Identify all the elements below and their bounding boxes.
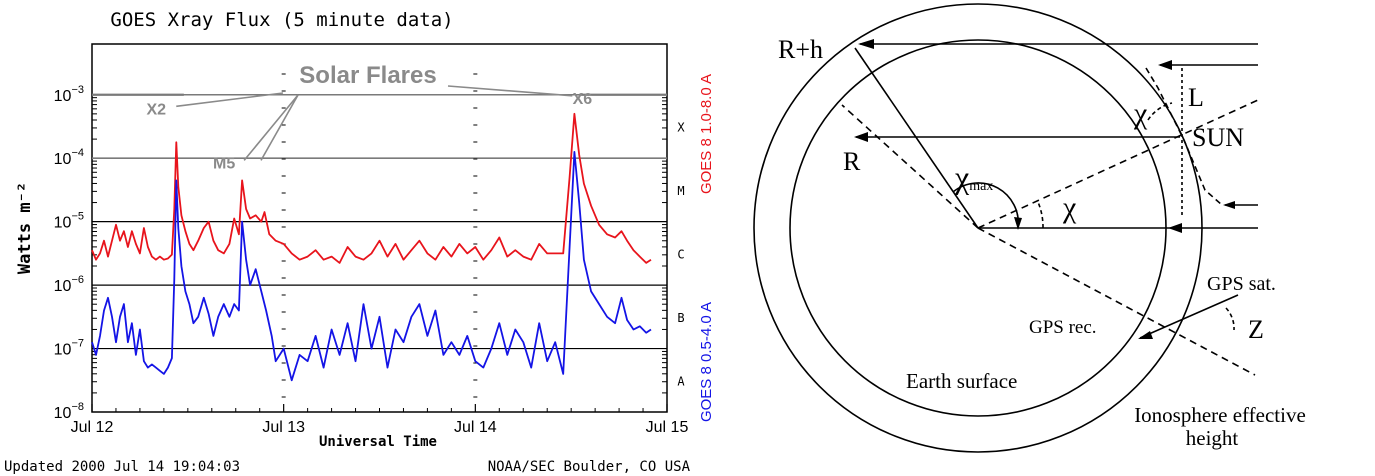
sun-ray-4-arrow bbox=[1223, 201, 1235, 209]
y-tick-exponent: −3 bbox=[71, 84, 84, 96]
refraction-path bbox=[1145, 67, 1223, 206]
flare-class-label: X bbox=[677, 120, 685, 134]
y-axis-ticks: 10−310−410−510−610−710−8 bbox=[54, 84, 667, 422]
legend-short-channel: GOES 8 0.5-4.0 A bbox=[698, 302, 715, 422]
sun-ray-top-arrow bbox=[858, 39, 874, 49]
y-tick-exponent: −4 bbox=[71, 147, 84, 159]
dashed-line-to-r bbox=[841, 104, 979, 229]
y-tick-label: 10−6 bbox=[54, 274, 84, 295]
label-chi-max-symbol: χ bbox=[954, 159, 970, 195]
label-earth-surface: Earth surface bbox=[906, 369, 1017, 393]
y-tick-label: 10−8 bbox=[54, 401, 84, 422]
chi-upper-arc bbox=[1147, 102, 1173, 121]
footer-source: NOAA/SEC Boulder, CO USA bbox=[488, 459, 691, 475]
chi-max-arrow bbox=[1014, 217, 1022, 230]
chi-arc bbox=[1037, 201, 1044, 229]
annotation-leader bbox=[260, 94, 299, 161]
flare-class-label: C bbox=[677, 247, 684, 261]
y-tick-base: 10 bbox=[54, 151, 72, 168]
y-tick-label: 10−5 bbox=[54, 211, 84, 232]
y-tick-base: 10 bbox=[54, 342, 72, 359]
footer-updated-label: Updated bbox=[4, 459, 63, 475]
y-tick-exponent: −8 bbox=[71, 401, 84, 413]
y-tick-exponent: −6 bbox=[71, 274, 84, 286]
flare-label: X2 bbox=[146, 101, 166, 118]
dashed-line-to-sun bbox=[977, 99, 1259, 229]
label-z: Z bbox=[1248, 315, 1264, 344]
footer-updated-value: 2000 Jul 14 19:04:03 bbox=[71, 459, 240, 475]
y-tick-base: 10 bbox=[54, 215, 72, 232]
flare-class-label: B bbox=[677, 311, 684, 325]
gps-signal-arrow bbox=[1138, 331, 1153, 339]
label-chi: χ bbox=[1062, 191, 1077, 224]
label-r: R bbox=[843, 147, 861, 176]
series-line-short bbox=[91, 150, 652, 382]
x-axis-label: Universal Time bbox=[319, 434, 437, 450]
y-axis-label: Watts m⁻² bbox=[15, 182, 35, 274]
series-lines bbox=[91, 112, 652, 382]
goes-xray-chart: GOES Xray Flux (5 minute data) Jul 12 Jul… bbox=[4, 9, 715, 475]
label-chi-max-sub: max bbox=[969, 179, 993, 194]
footer-updated: Updated 2000 Jul 14 19:04:03 bbox=[4, 459, 240, 475]
sun-ray-middle-arrow bbox=[854, 132, 868, 142]
flare-annotations: Solar Flares X2 M5 X6 bbox=[146, 62, 592, 172]
z-arc bbox=[1225, 307, 1235, 331]
label-gps-rec: GPS rec. bbox=[1029, 317, 1097, 338]
flare-class-label: A bbox=[677, 374, 685, 388]
flare-class-label: M bbox=[677, 184, 684, 198]
legend-long-channel: GOES 8 1.0-8.0 A bbox=[698, 74, 715, 194]
chart-title: GOES Xray Flux (5 minute data) bbox=[110, 9, 453, 31]
label-chi-max: χmax bbox=[954, 159, 993, 195]
flare-label: M5 bbox=[213, 155, 235, 172]
ionosphere-geometry-diagram bbox=[753, 3, 1259, 453]
series-line-long bbox=[91, 112, 652, 264]
radius-r-plus-h bbox=[854, 47, 979, 229]
label-sun: SUN bbox=[1192, 123, 1244, 152]
annotation-leader bbox=[447, 85, 573, 97]
label-ionosphere-line1: Ionosphere effective bbox=[1134, 403, 1306, 427]
solar-flares-headline: Solar Flares bbox=[299, 62, 436, 89]
chi-max-arc bbox=[952, 182, 1020, 229]
y-tick-base: 10 bbox=[54, 88, 72, 105]
label-chi-upper: χ bbox=[1133, 97, 1148, 130]
label-l: L bbox=[1188, 83, 1204, 112]
diagram-labels: R+h R χmax χ χ L SUN GPS sat. GPS rec. Z… bbox=[778, 35, 1306, 450]
y-tick-label: 10−7 bbox=[54, 338, 84, 359]
x-tick-label: Jul 13 bbox=[262, 419, 305, 436]
y-tick-base: 10 bbox=[54, 405, 72, 422]
y-tick-exponent: −5 bbox=[71, 211, 84, 223]
label-ionosphere-line2: height bbox=[1186, 426, 1239, 450]
x-tick-label: Jul 12 bbox=[71, 419, 114, 436]
y-tick-base: 10 bbox=[54, 278, 72, 295]
label-r-plus-h: R+h bbox=[778, 35, 823, 64]
x-tick-label: Jul 14 bbox=[454, 419, 497, 436]
gps-signal-line bbox=[1139, 294, 1239, 339]
label-gps-sat: GPS sat. bbox=[1207, 273, 1276, 295]
dashed-line-to-gps bbox=[977, 227, 1256, 376]
x-axis-ticks: Jul 12 Jul 13 Jul 14 Jul 15 bbox=[71, 73, 689, 436]
x-tick-label: Jul 15 bbox=[646, 419, 689, 436]
annotation-leader bbox=[176, 92, 284, 108]
sun-ray-2-arrow bbox=[1158, 60, 1172, 70]
y-tick-label: 10−3 bbox=[54, 84, 84, 105]
sun-ray-bottom-arrow bbox=[1168, 223, 1182, 233]
annotation-leader bbox=[243, 94, 299, 161]
flare-class-labels: X M C B A bbox=[677, 120, 685, 388]
y-tick-label: 10−4 bbox=[54, 147, 84, 168]
y-tick-exponent: −7 bbox=[71, 338, 84, 350]
flare-label: X6 bbox=[573, 91, 593, 108]
